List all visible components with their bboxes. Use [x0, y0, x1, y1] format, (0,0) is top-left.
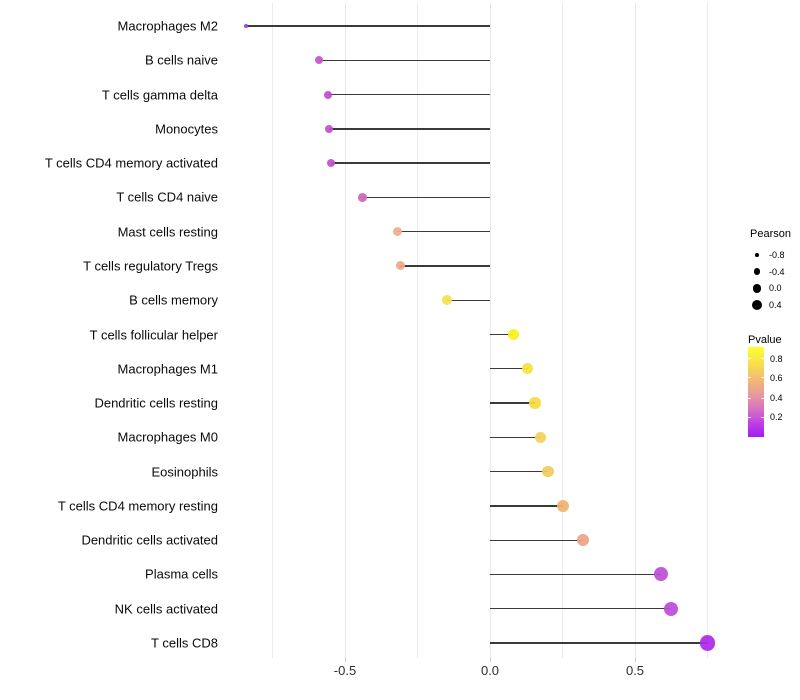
- colorbar-tick-label: 0.6: [770, 372, 783, 383]
- lollipop-stem: [446, 299, 490, 301]
- lollipop-stem: [490, 436, 541, 439]
- lollipop-stem: [490, 333, 514, 336]
- category-label: Macrophages M1: [117, 361, 218, 377]
- lollipop-dot: [244, 24, 249, 28]
- category-label: B cells memory: [129, 292, 218, 308]
- lollipop-stem: [490, 505, 563, 507]
- x-axis-tick: [634, 658, 636, 662]
- category-label: B cells naive: [145, 52, 218, 68]
- lollipop-stem: [490, 402, 535, 404]
- colorbar-tick: [761, 358, 764, 360]
- colorbar-tick: [761, 416, 764, 418]
- lollipop-dot: [699, 635, 716, 651]
- lollipop-dot: [326, 159, 335, 168]
- category-label: T cells CD4 memory activated: [44, 155, 218, 171]
- lollipop-stem: [490, 573, 662, 576]
- lollipop-dot: [507, 329, 519, 340]
- colorbar-tick: [748, 358, 751, 360]
- category-label: Macrophages M2: [117, 18, 218, 34]
- lollipop-dot: [323, 90, 332, 99]
- size-legend-label: -0.8: [769, 250, 785, 260]
- lollipop-dot: [522, 363, 534, 375]
- x-axis-tick-label: -0.5: [333, 663, 357, 678]
- lollipop-dot: [529, 397, 541, 409]
- gridline: [634, 3, 636, 658]
- gridline: [344, 3, 346, 658]
- size-legend-label: 0.0: [769, 283, 782, 294]
- gridline: [707, 3, 708, 658]
- gridline: [489, 3, 491, 658]
- category-label: Eosinophils: [151, 464, 219, 480]
- lollipop-stem: [400, 265, 490, 267]
- size-legend-dot: [755, 253, 759, 257]
- category-label: T cells regulatory Tregs: [83, 258, 218, 274]
- size-legend-dot: [753, 268, 761, 275]
- x-axis-tick-label: 0.5: [625, 663, 645, 678]
- category-label: Macrophages M0: [117, 429, 218, 445]
- lollipop-stem: [490, 470, 548, 473]
- gridline: [417, 3, 418, 658]
- category-label: T cells CD8: [151, 635, 218, 651]
- pvalue-colorbar: [748, 347, 764, 437]
- colorbar-tick-label: 0.4: [770, 393, 783, 404]
- x-axis-tick: [344, 658, 346, 662]
- lollipop-dot: [441, 295, 452, 306]
- category-label: T cells CD4 memory resting: [57, 498, 218, 514]
- lollipop-dot: [654, 567, 669, 582]
- category-label: T cells gamma delta: [101, 87, 218, 103]
- lollipop-stem: [490, 608, 672, 610]
- lollipop-dot: [392, 227, 402, 237]
- lollipop-stem: [246, 25, 490, 27]
- category-label: NK cells activated: [114, 601, 218, 617]
- colorbar-tick: [748, 397, 751, 399]
- lollipop-stem: [397, 230, 490, 233]
- category-label: Monocytes: [155, 121, 218, 137]
- lollipop-dot: [576, 533, 590, 547]
- lollipop-stem: [362, 196, 490, 199]
- lollipop-stem: [318, 59, 490, 61]
- colorbar-tick: [748, 416, 751, 418]
- colorbar-tick: [748, 377, 751, 379]
- category-label: T cells follicular helper: [89, 327, 218, 343]
- size-legend-title: Pearson: [750, 228, 791, 240]
- size-legend-label: -0.4: [769, 266, 785, 277]
- colorbar-tick: [761, 397, 764, 399]
- gridline: [562, 3, 563, 658]
- size-legend-dot: [752, 284, 762, 293]
- x-axis-tick: [489, 658, 491, 662]
- color-legend-title: Pvalue: [748, 334, 782, 346]
- lollipop-dot: [542, 465, 554, 478]
- lollipop-stem: [329, 128, 490, 130]
- category-label: Dendritic cells activated: [81, 532, 218, 548]
- category-label: T cells CD4 naive: [116, 189, 218, 205]
- colorbar-tick-label: 0.8: [770, 353, 783, 364]
- size-legend-dot: [752, 300, 762, 311]
- gridline: [272, 3, 273, 658]
- lollipop-stem: [327, 93, 490, 96]
- x-axis-tick-label: 0.0: [480, 663, 500, 678]
- category-label: Mast cells resting: [117, 224, 218, 240]
- size-legend-label: 0.4: [769, 300, 782, 311]
- lollipop-dot: [556, 499, 569, 512]
- lollipop-dot: [314, 56, 323, 65]
- lollipop-stem: [490, 642, 708, 644]
- category-label: Dendritic cells resting: [94, 395, 218, 411]
- lollipop-dot: [395, 261, 405, 271]
- lollipop-dot: [664, 601, 679, 616]
- colorbar-tick: [761, 377, 764, 379]
- colorbar-tick-label: 0.2: [770, 412, 783, 423]
- lollipop-stem: [490, 368, 528, 370]
- category-label: Plasma cells: [145, 566, 218, 582]
- lollipop-dot: [325, 124, 334, 133]
- lollipop-dot: [358, 193, 367, 202]
- lollipop-stem: [490, 539, 583, 541]
- lollipop-stem: [330, 162, 490, 164]
- lollipop-dot: [535, 431, 547, 444]
